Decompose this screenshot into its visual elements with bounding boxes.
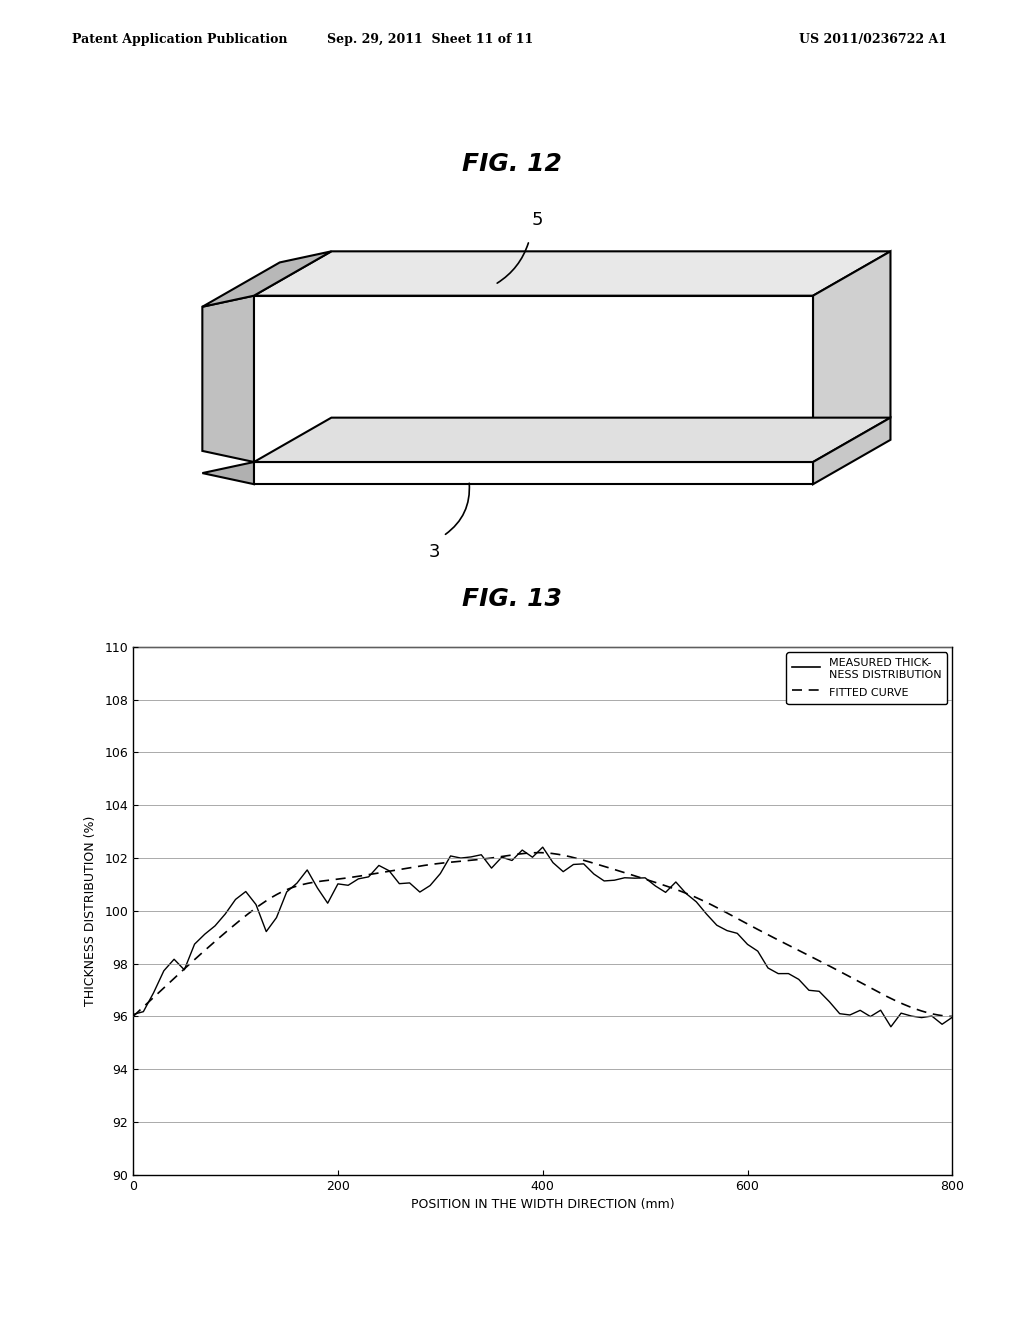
Y-axis label: THICKNESS DISTRIBUTION (%): THICKNESS DISTRIBUTION (%) <box>84 816 97 1006</box>
Polygon shape <box>254 251 891 296</box>
Polygon shape <box>813 251 891 462</box>
Text: FIG. 12: FIG. 12 <box>462 152 562 176</box>
Text: 5: 5 <box>532 211 544 230</box>
Text: US 2011/0236722 A1: US 2011/0236722 A1 <box>799 33 947 46</box>
Polygon shape <box>254 296 813 462</box>
Polygon shape <box>203 251 332 306</box>
Polygon shape <box>254 462 813 484</box>
Text: 3: 3 <box>429 544 440 561</box>
Text: Sep. 29, 2011  Sheet 11 of 11: Sep. 29, 2011 Sheet 11 of 11 <box>327 33 534 46</box>
Text: FIG. 13: FIG. 13 <box>462 587 562 611</box>
Polygon shape <box>813 417 891 484</box>
Polygon shape <box>203 462 254 484</box>
Polygon shape <box>203 296 254 462</box>
Text: Patent Application Publication: Patent Application Publication <box>72 33 287 46</box>
X-axis label: POSITION IN THE WIDTH DIRECTION (mm): POSITION IN THE WIDTH DIRECTION (mm) <box>411 1199 675 1212</box>
Legend: MEASURED THICK-
NESS DISTRIBUTION, FITTED CURVE: MEASURED THICK- NESS DISTRIBUTION, FITTE… <box>786 652 947 704</box>
Polygon shape <box>254 417 891 462</box>
